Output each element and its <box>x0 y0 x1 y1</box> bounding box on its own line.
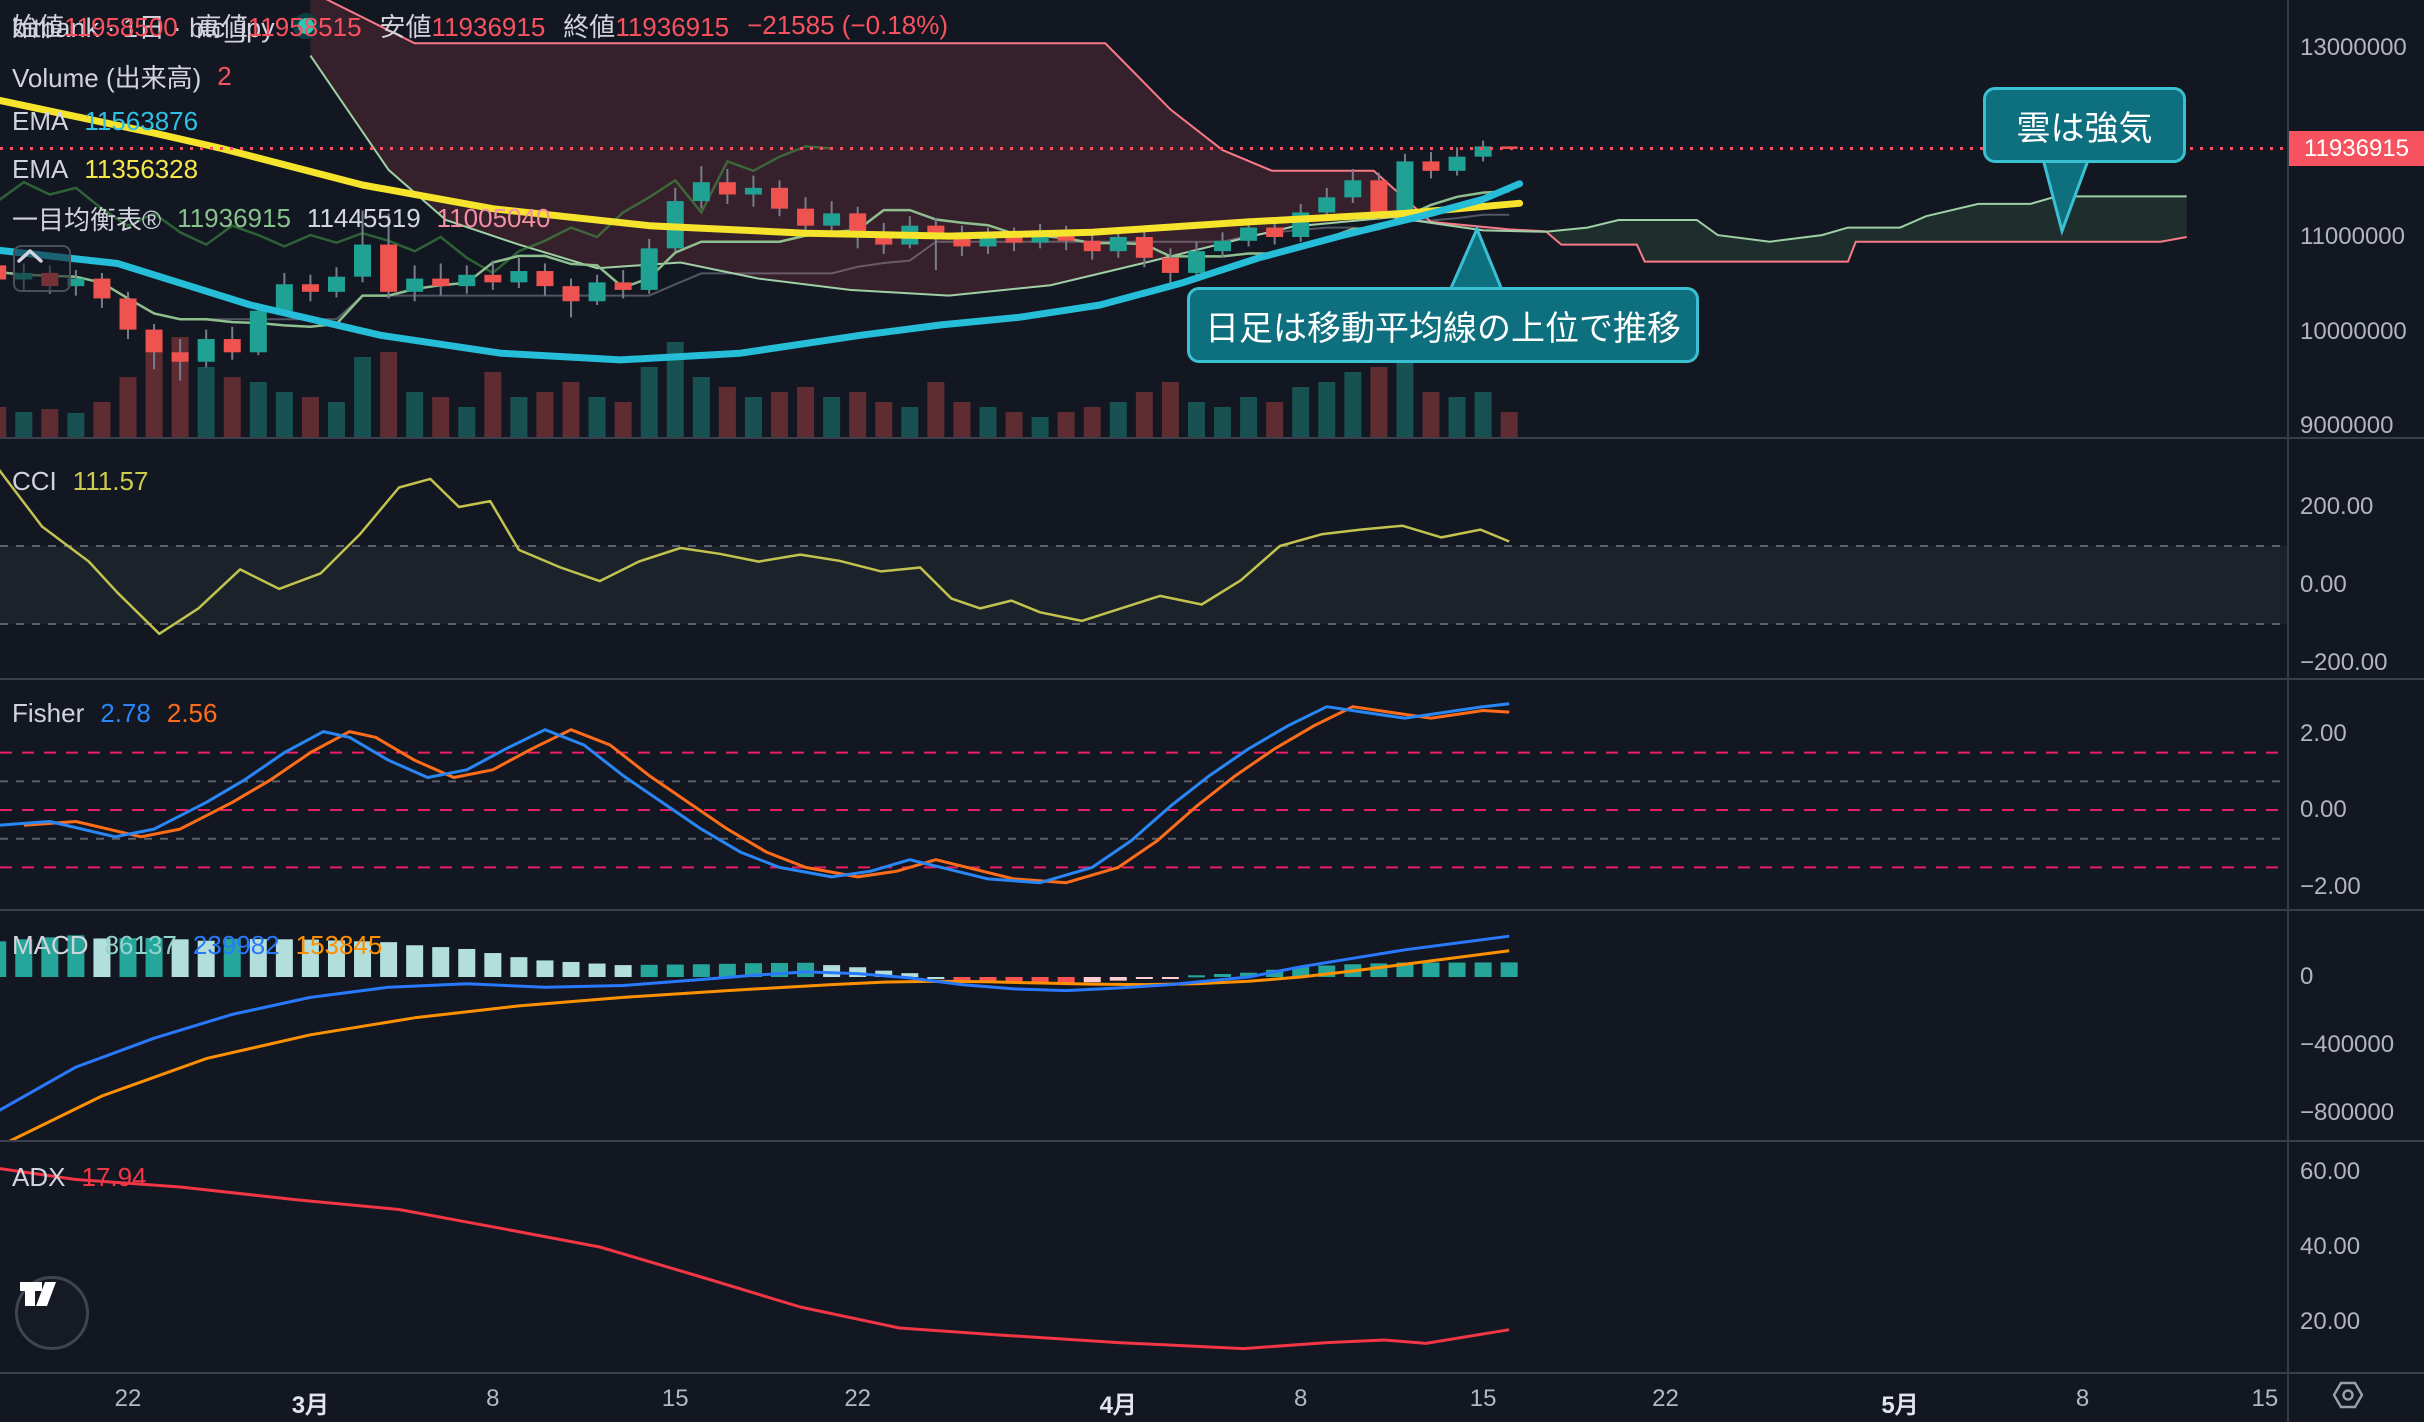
legend-ichimoku: 一目均衡表® 11936915 11445519 11005040 <box>12 200 550 237</box>
price-tick: 11000000 <box>2300 223 2405 250</box>
legend-cci: CCI 111.57 <box>12 466 148 497</box>
macd-hist-value: 86137 <box>104 930 177 960</box>
low-value: 11936915 <box>431 12 546 42</box>
price-tick: 13000000 <box>2300 34 2407 61</box>
fisher-value: 2.78 <box>100 698 151 728</box>
callout-above-ma[interactable]: 日足は移動平均線の上位で推移 <box>1187 287 1699 363</box>
ichimoku-value-1: 11936915 <box>177 203 291 233</box>
time-label: 3月 <box>291 1392 330 1419</box>
chevron-up-icon <box>17 249 43 263</box>
close-label: 終値 <box>563 12 616 42</box>
macd-line-value: 239982 <box>192 930 280 960</box>
collapse-pane-button[interactable] <box>13 245 71 292</box>
legend-fisher: Fisher 2.78 2.56 <box>12 698 217 729</box>
time-label: 4月 <box>1099 1392 1137 1419</box>
fisher-label: Fisher <box>12 698 85 728</box>
ema-slow-label: EMA <box>12 154 69 184</box>
low-label: 安値 <box>379 12 432 42</box>
legend-volume: Volume (出来高) 2 <box>12 58 232 95</box>
price-tick: 0.00 <box>2300 796 2347 823</box>
open-label: 始値 <box>12 12 65 42</box>
ichimoku-value-2: 11445519 <box>306 203 421 233</box>
price-axis[interactable]: 13000000 11000000 10000000 9000000 200.00 0.0… <box>2288 0 2424 1373</box>
ema-fast-value: 11563876 <box>84 106 199 136</box>
settings-hexagon-icon <box>2332 1381 2364 1409</box>
callout-cloud-bullish[interactable]: 雲は強気 <box>1983 87 2186 163</box>
last-price-value: 11936915 <box>2304 134 2409 162</box>
ichimoku-value-3: 11005040 <box>436 203 551 233</box>
adx-label: ADX <box>12 1162 66 1192</box>
time-label: 8 <box>2075 1385 2090 1412</box>
high-label: 高値 <box>195 12 248 42</box>
high-value: 11958515 <box>247 12 362 42</box>
chart-header: bitbank · 1日 · btc_jpy 始値11958500 高値1195… <box>12 6 948 45</box>
last-price-tag: 11936915 <box>2289 131 2424 166</box>
volume-label: Volume (出来高) <box>12 63 202 93</box>
time-axis[interactable]: 22 3月 8 15 22 4月 8 15 22 5月 8 15 <box>0 1373 2424 1422</box>
price-tick: 0.00 <box>2300 571 2347 598</box>
time-label: 22 <box>844 1385 872 1412</box>
price-tick: 0 <box>2300 963 2314 990</box>
cci-label: CCI <box>12 466 57 496</box>
time-label: 8 <box>1294 1385 1308 1412</box>
price-tick: 2.00 <box>2300 719 2347 747</box>
time-label: 15 <box>2251 1385 2279 1412</box>
price-tick: 20.00 <box>2300 1308 2361 1335</box>
tradingview-logo[interactable] <box>15 1276 89 1350</box>
time-label: 5月 <box>1881 1392 1919 1419</box>
ichimoku-label: 一目均衡表® <box>12 205 162 235</box>
data-window-dot-icon <box>292 12 319 39</box>
ema-slow-value: 11356328 <box>84 154 199 184</box>
time-label: 8 <box>486 1385 500 1412</box>
legend-ema-slow: EMA 11356328 <box>12 154 198 185</box>
time-label: 22 <box>1652 1385 1679 1412</box>
time-label: 22 <box>114 1385 142 1412</box>
time-label: 15 <box>1469 1385 1497 1412</box>
legend-macd: MACD 86137 239982 153845 <box>12 930 382 961</box>
price-tick: 10000000 <box>2300 317 2407 345</box>
callout-ma-text: 日足は移動平均線の上位で推移 <box>1205 309 1681 348</box>
ohlc-readout: 始値11958500 高値11958515 安値11936915 終値11936… <box>12 7 948 44</box>
legend-ema-fast: EMA 11563876 <box>12 106 198 137</box>
legend-adx: ADX 17.94 <box>12 1162 147 1193</box>
price-tick: −800000 <box>2300 1099 2395 1126</box>
ema-fast-label: EMA <box>12 106 69 136</box>
adx-value: 17.94 <box>81 1162 147 1192</box>
change-value: −21585 (−0.18%) <box>747 10 948 40</box>
price-tick: 40.00 <box>2300 1233 2361 1260</box>
volume-value: 2 <box>217 61 232 91</box>
tradingview-logo-icon <box>20 1282 56 1306</box>
cci-value: 111.57 <box>72 466 149 496</box>
open-value: 11958500 <box>64 12 178 42</box>
macd-label: MACD <box>12 930 89 960</box>
close-value: 11936915 <box>615 12 730 42</box>
time-label: 15 <box>661 1385 689 1412</box>
macd-signal-value: 153845 <box>295 930 383 960</box>
price-tick: 200.00 <box>2300 493 2374 520</box>
price-tick: 60.00 <box>2300 1158 2361 1185</box>
price-tick: −2.00 <box>2300 872 2361 900</box>
price-tick: −400000 <box>2300 1031 2395 1058</box>
symbol-title[interactable]: bitbank · 1日 · btc_jpy <box>12 13 275 43</box>
callout-cloud-text: 雲は強気 <box>2016 109 2153 148</box>
fisher-signal-value: 2.56 <box>166 698 218 728</box>
price-tick: 9000000 <box>2300 412 2394 439</box>
price-tick: −200.00 <box>2300 649 2388 676</box>
scale-settings-button[interactable] <box>2330 1378 2374 1418</box>
